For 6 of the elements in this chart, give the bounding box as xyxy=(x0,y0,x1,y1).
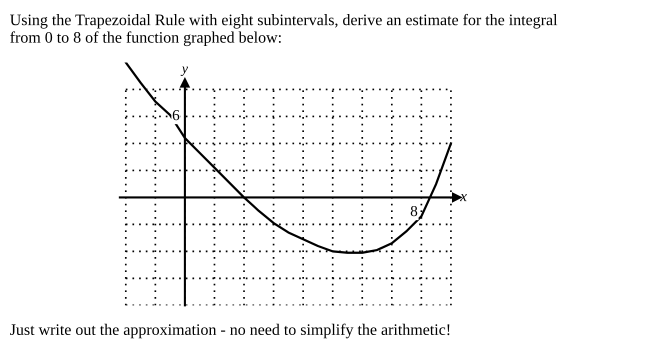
x-axis-title: x xyxy=(460,194,467,202)
annotation: 6 xyxy=(172,110,180,120)
chart-title: Using the Trapezoidal Rule with eight subintervals, derive an estimate for the integral from 0 to 8 of the function graphed below: xyxy=(10,14,558,46)
text: Just write out the approximation - no need to simplify the arithmetic! xyxy=(10,324,450,338)
annotation: 8 xyxy=(410,206,418,216)
y-axis-title: y xyxy=(180,66,188,76)
